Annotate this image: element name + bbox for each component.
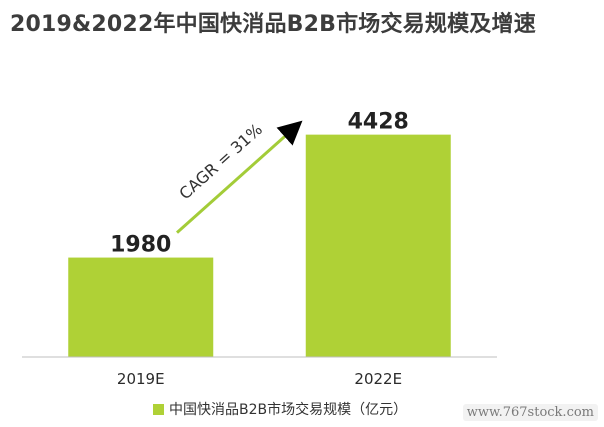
bar-2019e xyxy=(68,257,214,357)
data-label-2019e: 1980 xyxy=(110,233,171,258)
cagr-annotation: CAGR = 31% xyxy=(175,120,266,204)
legend-label: 中国快消品B2B市场交易规模（亿元） xyxy=(169,402,408,418)
x-tick-label-2019e: 2019E xyxy=(117,370,165,388)
data-label-2022e: 4428 xyxy=(348,110,409,135)
cagr-arrow xyxy=(176,120,303,234)
watermark: www.767stock.com xyxy=(462,404,598,421)
legend-swatch xyxy=(153,403,164,415)
bar-2022e xyxy=(305,134,451,357)
legend: 中国快消品B2B市场交易规模（亿元） xyxy=(153,399,407,419)
x-tick-label-2022e: 2022E xyxy=(354,370,402,388)
chart-title: 2019&2022年中国快消品B2B市场交易规模及增速 xyxy=(10,12,536,37)
